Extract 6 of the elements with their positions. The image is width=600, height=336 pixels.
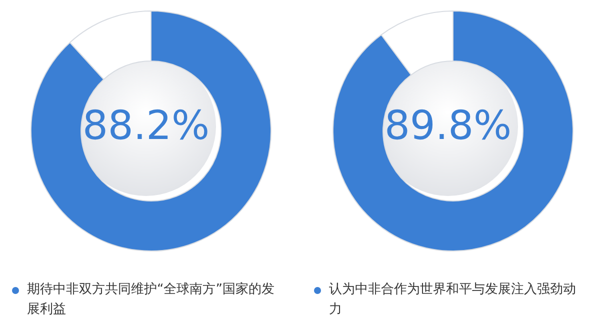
legend-label: 认为中非合作为世界和平与发展注入强劲动力 <box>329 281 577 319</box>
donut-slice <box>30 10 272 252</box>
donut-slice <box>332 10 574 252</box>
data-label: 88.2% <box>82 103 210 149</box>
data-label: 89.8% <box>384 103 512 149</box>
legend-label: 期待中非双方共同维护“全球南方”国家的发展利益 <box>27 281 276 319</box>
